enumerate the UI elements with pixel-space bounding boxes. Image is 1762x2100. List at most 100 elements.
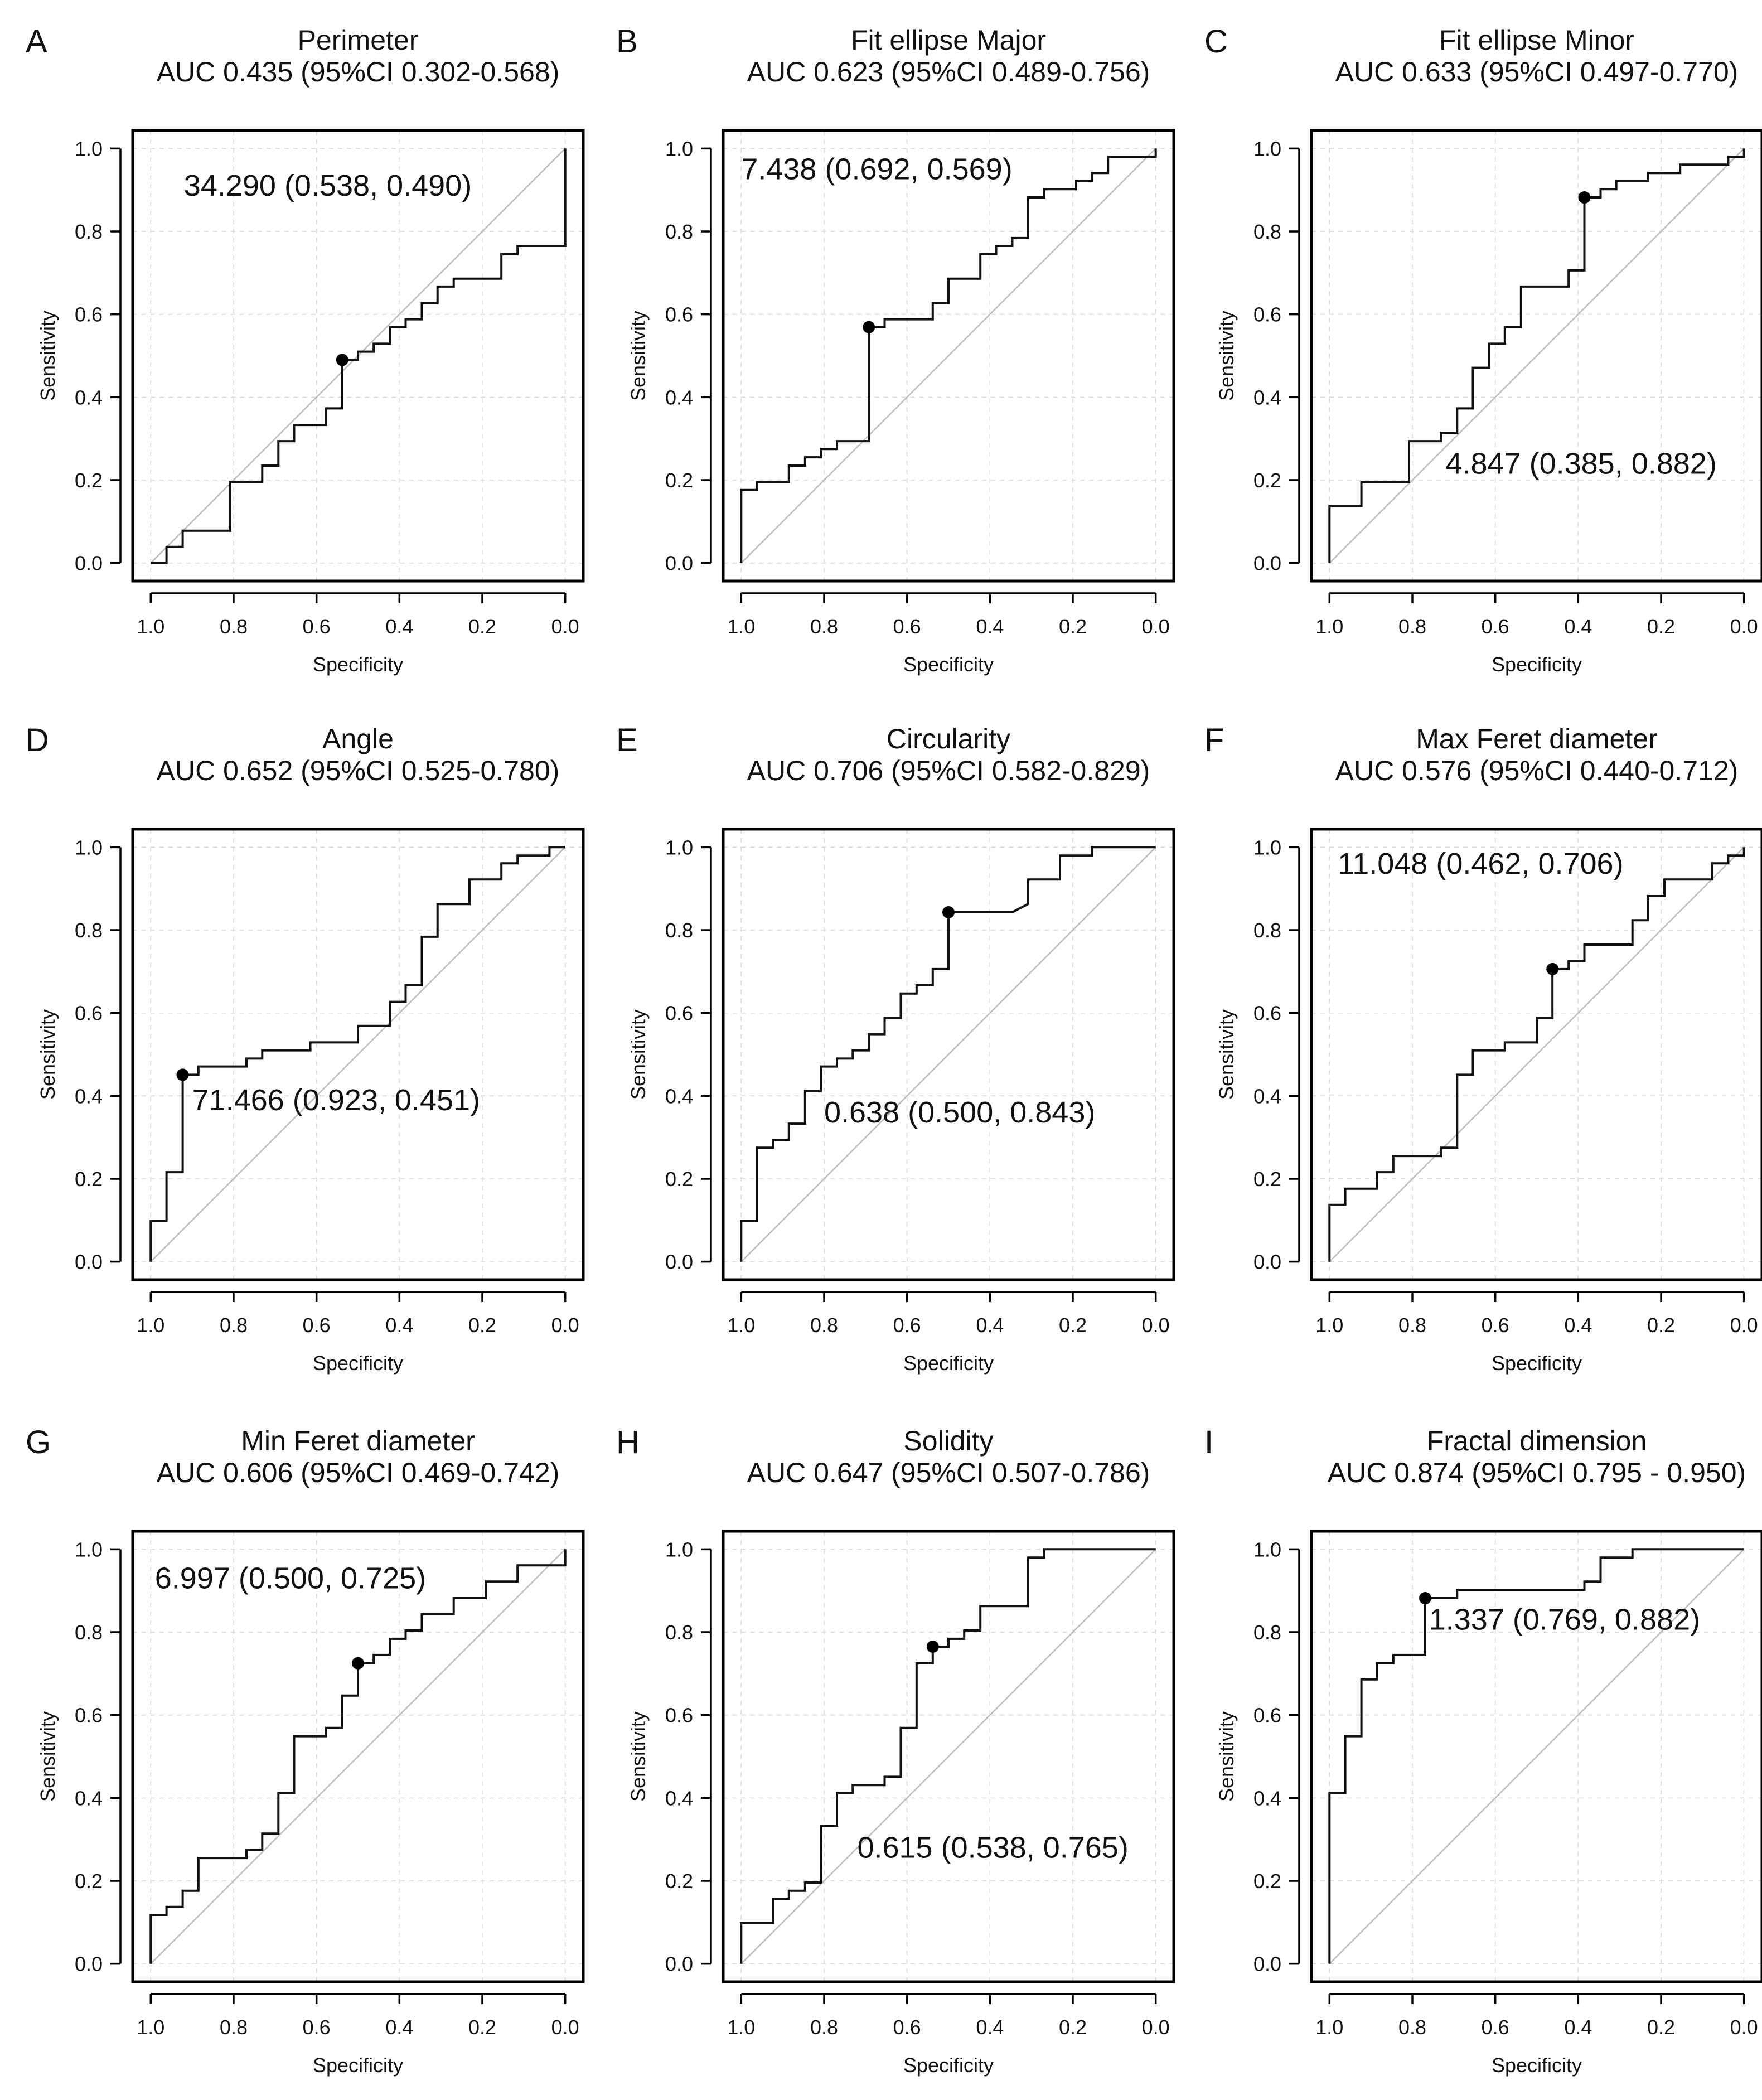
reference-diagonal — [1329, 1549, 1745, 1964]
x-tick-label: 0.4 — [976, 615, 1004, 638]
plot-frame — [131, 129, 585, 583]
y-tick-label: 0.0 — [1253, 1953, 1281, 1976]
x-tick-label: 0.8 — [810, 2016, 838, 2039]
y-tick-label: 0.0 — [75, 552, 103, 575]
x-tick-label: 0.2 — [1059, 1314, 1087, 1337]
x-axis: 1.0 0.8 0.6 0.4 0.2 0.0 Specificity — [1315, 1291, 1758, 1375]
y-tick-label: 0.8 — [1253, 220, 1281, 243]
y-tick-label: 0.4 — [665, 1085, 693, 1107]
y-tick-label: 0.4 — [75, 1787, 103, 1809]
y-tick-label: 0.0 — [665, 1953, 693, 1976]
plot-frame — [722, 1530, 1175, 1983]
cutoff-point — [1546, 962, 1559, 975]
chart-title: Solidity — [903, 1425, 993, 1457]
x-tick-label: 0.6 — [1482, 615, 1509, 638]
y-tick-label: 0.0 — [75, 1251, 103, 1274]
roc-curve-line — [1328, 148, 1745, 563]
panel-letter: A — [26, 23, 47, 60]
x-tick-label: 1.0 — [727, 615, 755, 638]
y-tick-label: 0.6 — [665, 1002, 693, 1025]
y-tick-label: 1.0 — [75, 1538, 103, 1561]
x-tick-label: 0.2 — [468, 2016, 496, 2039]
y-tick-label: 0.4 — [1253, 386, 1281, 409]
y-tick-label: 0.8 — [75, 220, 103, 243]
chart-title: Max Feret diameter — [1416, 723, 1657, 754]
gridlines — [133, 1531, 583, 1982]
x-tick-label: 1.0 — [137, 1314, 164, 1337]
y-tick-label: 1.0 — [1253, 137, 1281, 160]
reference-diagonal — [150, 1549, 566, 1964]
chart-title: Angle — [322, 723, 394, 754]
cutoff-point — [336, 354, 348, 366]
x-axis-label: Specificity — [313, 2054, 403, 2077]
x-tick-label: 0.0 — [1730, 1314, 1758, 1337]
x-tick-label: 1.0 — [1315, 615, 1343, 638]
y-tick-label: 0.6 — [665, 303, 693, 326]
y-axis-label: Sensitivity — [1215, 311, 1238, 401]
x-tick-label: 0.0 — [1142, 2016, 1170, 2039]
chart-title: Min Feret diameter — [241, 1425, 475, 1457]
x-tick-label: 0.8 — [810, 1314, 838, 1337]
y-tick-label: 0.2 — [665, 1168, 693, 1191]
y-tick-label: 1.0 — [1253, 836, 1281, 859]
y-tick-label: 0.6 — [1253, 1002, 1281, 1025]
y-axis-label: Sensitivity — [627, 311, 650, 401]
plot-frame — [722, 828, 1175, 1281]
cutoff-point — [176, 1068, 189, 1081]
roc-curve-line — [149, 1549, 567, 1964]
x-axis-label: Specificity — [1492, 2054, 1582, 2077]
y-axis: 0.0 0.2 0.4 0.6 0.8 1.0 Sensitivity — [1215, 836, 1300, 1274]
chart-title: Fit ellipse Major — [851, 25, 1046, 56]
cutoff-annotation: 71.466 (0.923, 0.451) — [192, 1083, 480, 1117]
reference-diagonal — [740, 1549, 1156, 1964]
x-axis-label: Specificity — [1492, 1352, 1582, 1375]
y-tick-label: 0.2 — [1253, 469, 1281, 492]
chart-title: Fractal dimension — [1427, 1425, 1647, 1457]
cutoff-annotation: 7.438 (0.692, 0.569) — [741, 152, 1012, 186]
y-axis-label: Sensitivity — [36, 1711, 59, 1802]
x-axis: 1.0 0.8 0.6 0.4 0.2 0.0 Specificity — [727, 592, 1170, 676]
chart-title: Perimeter — [298, 25, 419, 56]
panel-letter: B — [616, 23, 638, 60]
y-tick-label: 0.8 — [665, 1621, 693, 1644]
y-axis: 0.0 0.2 0.4 0.6 0.8 1.0 Sensitivity — [627, 1538, 712, 1976]
x-tick-label: 0.2 — [468, 615, 496, 638]
y-tick-label: 1.0 — [665, 137, 693, 160]
y-axis: 0.0 0.2 0.4 0.6 0.8 1.0 Sensitivity — [1215, 1538, 1300, 1976]
x-axis: 1.0 0.8 0.6 0.4 0.2 0.0 Specificity — [727, 1993, 1170, 2077]
cutoff-point — [352, 1657, 364, 1670]
y-tick-label: 1.0 — [75, 836, 103, 859]
cutoff-annotation: 6.997 (0.500, 0.725) — [155, 1561, 426, 1595]
x-tick-label: 0.6 — [1482, 2016, 1509, 2039]
x-tick-label: 0.4 — [385, 2016, 413, 2039]
x-tick-label: 0.2 — [1059, 615, 1087, 638]
y-tick-label: 1.0 — [75, 137, 103, 160]
x-tick-label: 0.4 — [1564, 2016, 1592, 2039]
y-tick-label: 0.6 — [75, 303, 103, 326]
y-tick-label: 0.4 — [75, 1085, 103, 1107]
x-tick-label: 0.0 — [551, 2016, 579, 2039]
x-tick-label: 0.8 — [1398, 1314, 1426, 1337]
cutoff-annotation: 4.847 (0.385, 0.882) — [1445, 447, 1716, 480]
x-tick-label: 0.2 — [1647, 615, 1675, 638]
y-axis-label: Sensitivity — [1215, 1009, 1238, 1100]
x-tick-label: 0.6 — [893, 1314, 921, 1337]
gridlines — [1311, 130, 1762, 581]
x-tick-label: 0.0 — [1730, 2016, 1758, 2039]
x-axis: 1.0 0.8 0.6 0.4 0.2 0.0 Specificity — [137, 592, 579, 676]
reference-diagonal — [740, 148, 1156, 564]
y-tick-label: 0.6 — [75, 1704, 103, 1727]
panel-letter: D — [26, 722, 49, 758]
roc-curve-line — [740, 148, 1157, 563]
x-tick-label: 0.0 — [551, 615, 579, 638]
x-tick-label: 0.8 — [1398, 615, 1426, 638]
x-axis: 1.0 0.8 0.6 0.4 0.2 0.0 Specificity — [1315, 592, 1758, 676]
y-tick-label: 0.4 — [665, 1787, 693, 1809]
y-tick-label: 0.0 — [1253, 1251, 1281, 1274]
cutoff-annotation: 0.615 (0.538, 0.765) — [857, 1831, 1128, 1865]
panel-letter: C — [1204, 23, 1228, 60]
y-axis: 0.0 0.2 0.4 0.6 0.8 1.0 Sensitivity — [36, 137, 122, 575]
